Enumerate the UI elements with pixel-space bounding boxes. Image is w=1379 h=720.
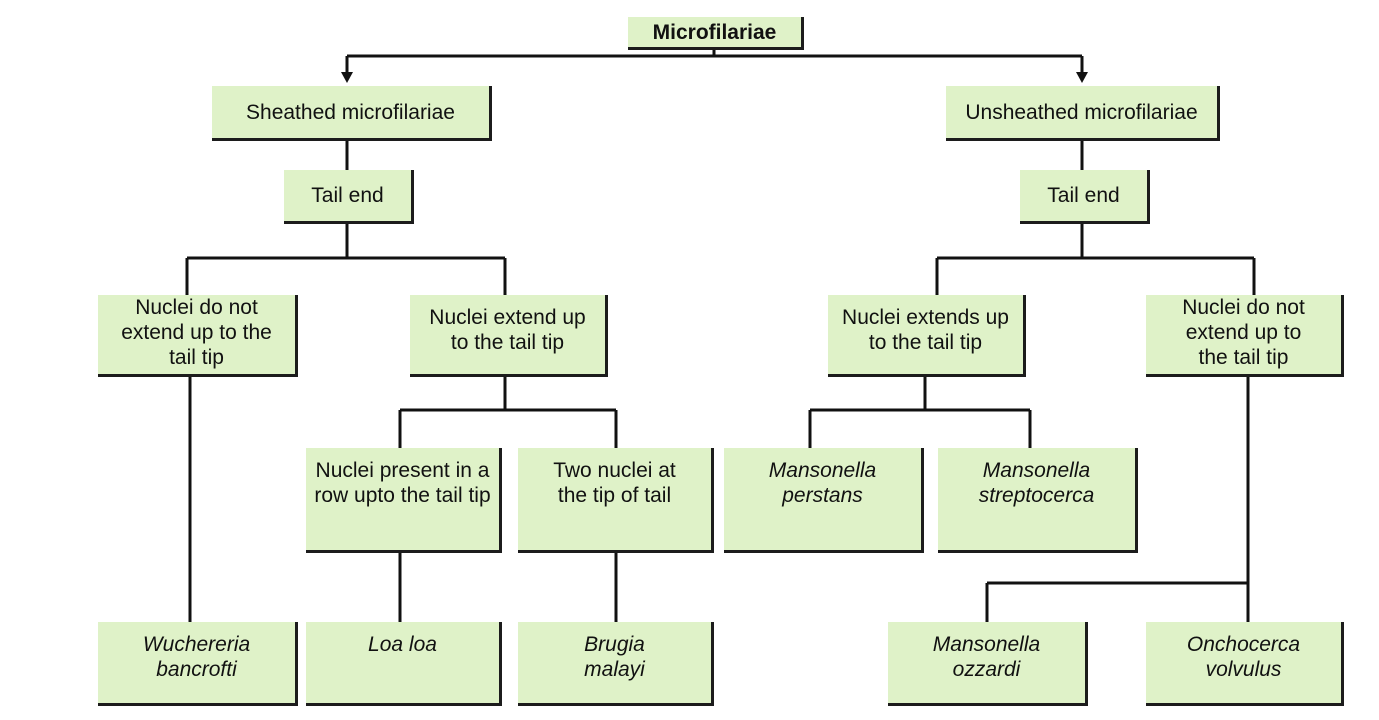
- node-sheathed-nuclei-extend: Nuclei extend up to the tail tip: [410, 295, 608, 377]
- sheathed-label: Sheathed microfilariae: [246, 100, 455, 124]
- node-sheathed: Sheathed microfilariae: [212, 86, 492, 141]
- arrow-head-right: [1076, 72, 1088, 83]
- node-mansonella-streptocerca: Mansonella streptocerca: [938, 448, 1138, 553]
- wuchereria-bancrofti-label: Wuchereria bancrofti: [142, 633, 251, 681]
- unsheathed-label: Unsheathed microfilariae: [965, 100, 1198, 124]
- brugia-malayi-label: Brugia malayi: [584, 633, 645, 681]
- sheathed-nuclei-not-extend-label: Nuclei do not extend up to the tail tip: [121, 296, 272, 369]
- node-unsheathed: Unsheathed microfilariae: [946, 86, 1220, 141]
- node-mansonella-ozzardi: Mansonella ozzardi: [888, 622, 1088, 706]
- node-wuchereria-bancrofti: Wuchereria bancrofti: [98, 622, 298, 706]
- node-unsheathed-nuclei-not-extend: Nuclei do not extend up to the tail tip: [1146, 295, 1344, 377]
- node-two-nuclei: Two nuclei at the tip of tail: [518, 448, 714, 553]
- root-node-microfilariae: Microfilariae: [628, 17, 804, 50]
- arrow-head-left: [341, 72, 353, 83]
- unsheathed-tail-label: Tail end: [1047, 184, 1120, 207]
- unsheathed-nuclei-extend-label: Nuclei extends up to the tail tip: [842, 306, 1009, 354]
- root-label: Microfilariae: [652, 20, 777, 44]
- node-sheathed-tail-end: Tail end: [284, 170, 414, 224]
- two-nuclei-label: Two nuclei at the tip of tail: [553, 459, 676, 507]
- loa-loa-label: Loa loa: [368, 633, 437, 656]
- sheathed-tail-label: Tail end: [311, 184, 384, 207]
- nuclei-row-label: Nuclei present in a row upto the tail ti…: [314, 459, 491, 507]
- node-onchocerca-volvulus: Onchocerca volvulus: [1146, 622, 1344, 706]
- node-mansonella-perstans: Mansonella perstans: [724, 448, 924, 553]
- node-sheathed-nuclei-not-extend: Nuclei do not extend up to the tail tip: [98, 295, 298, 377]
- unsheathed-nuclei-not-extend-label: Nuclei do not extend up to the tail tip: [1182, 296, 1305, 369]
- node-nuclei-row: Nuclei present in a row upto the tail ti…: [306, 448, 502, 553]
- mansonella-streptocerca-label: Mansonella streptocerca: [978, 459, 1095, 507]
- mansonella-ozzardi-label: Mansonella ozzardi: [932, 633, 1041, 681]
- node-unsheathed-nuclei-extend: Nuclei extends up to the tail tip: [828, 295, 1026, 377]
- mansonella-perstans-label: Mansonella perstans: [768, 459, 877, 507]
- node-loa-loa: Loa loa: [306, 622, 502, 706]
- sheathed-nuclei-extend-label: Nuclei extend up to the tail tip: [429, 306, 586, 354]
- node-unsheathed-tail-end: Tail end: [1020, 170, 1150, 224]
- node-brugia-malayi: Brugia malayi: [518, 622, 714, 706]
- onchocerca-volvulus-label: Onchocerca volvulus: [1186, 633, 1301, 681]
